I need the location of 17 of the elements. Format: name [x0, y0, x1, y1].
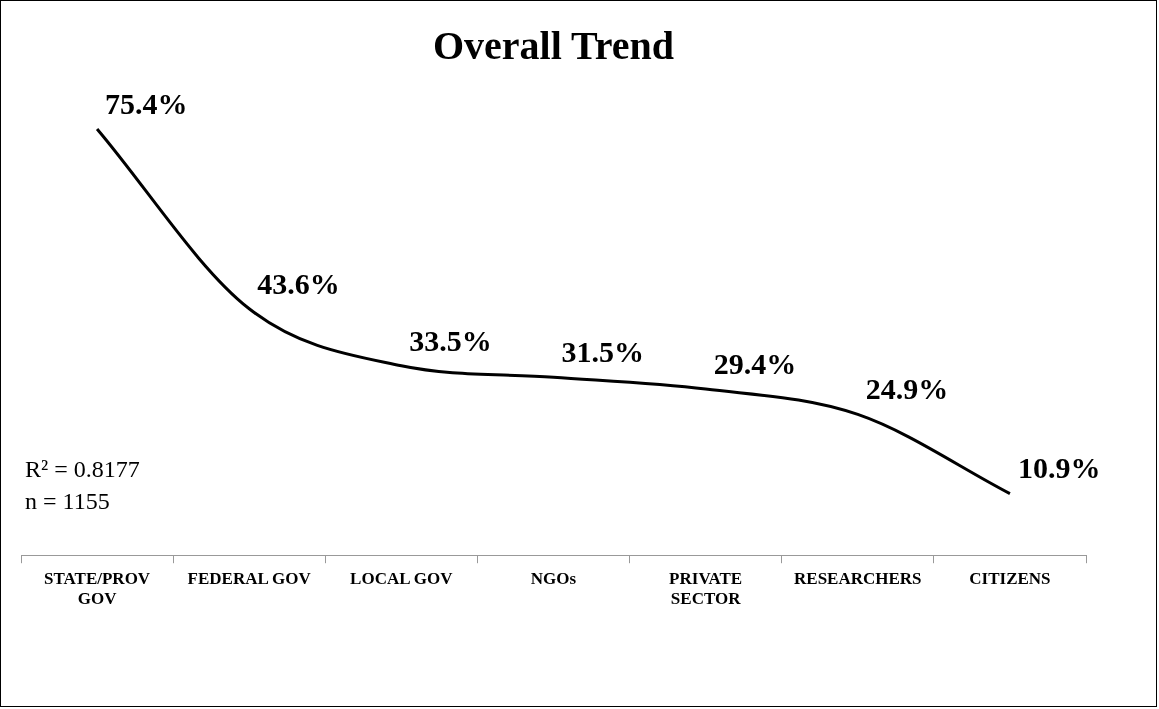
- data-label: 31.5%: [561, 334, 644, 368]
- x-tick-label: PRIVATE SECTOR: [669, 568, 743, 609]
- x-tick-label: LOCAL GOV: [350, 568, 454, 588]
- data-label: 33.5%: [409, 323, 492, 357]
- data-label: 29.4%: [713, 346, 797, 380]
- data-label: 43.6%: [257, 266, 340, 300]
- data-label: 10.9%: [1017, 451, 1101, 485]
- x-tick-label: FEDERAL GOV: [187, 568, 312, 588]
- x-tick-label: NGOs: [530, 568, 577, 588]
- x-tick-label: STATE/PROV GOV: [44, 568, 151, 609]
- annotation: R² = 0.8177: [25, 455, 140, 484]
- data-label: 24.9%: [865, 372, 949, 406]
- x-tick-label: RESEARCHERS: [794, 568, 922, 588]
- chart-title: Overall Trend: [432, 23, 675, 69]
- annotation: n = 1155: [25, 487, 111, 516]
- x-tick-label: CITIZENS: [969, 568, 1051, 588]
- data-label: 75.4%: [105, 86, 188, 120]
